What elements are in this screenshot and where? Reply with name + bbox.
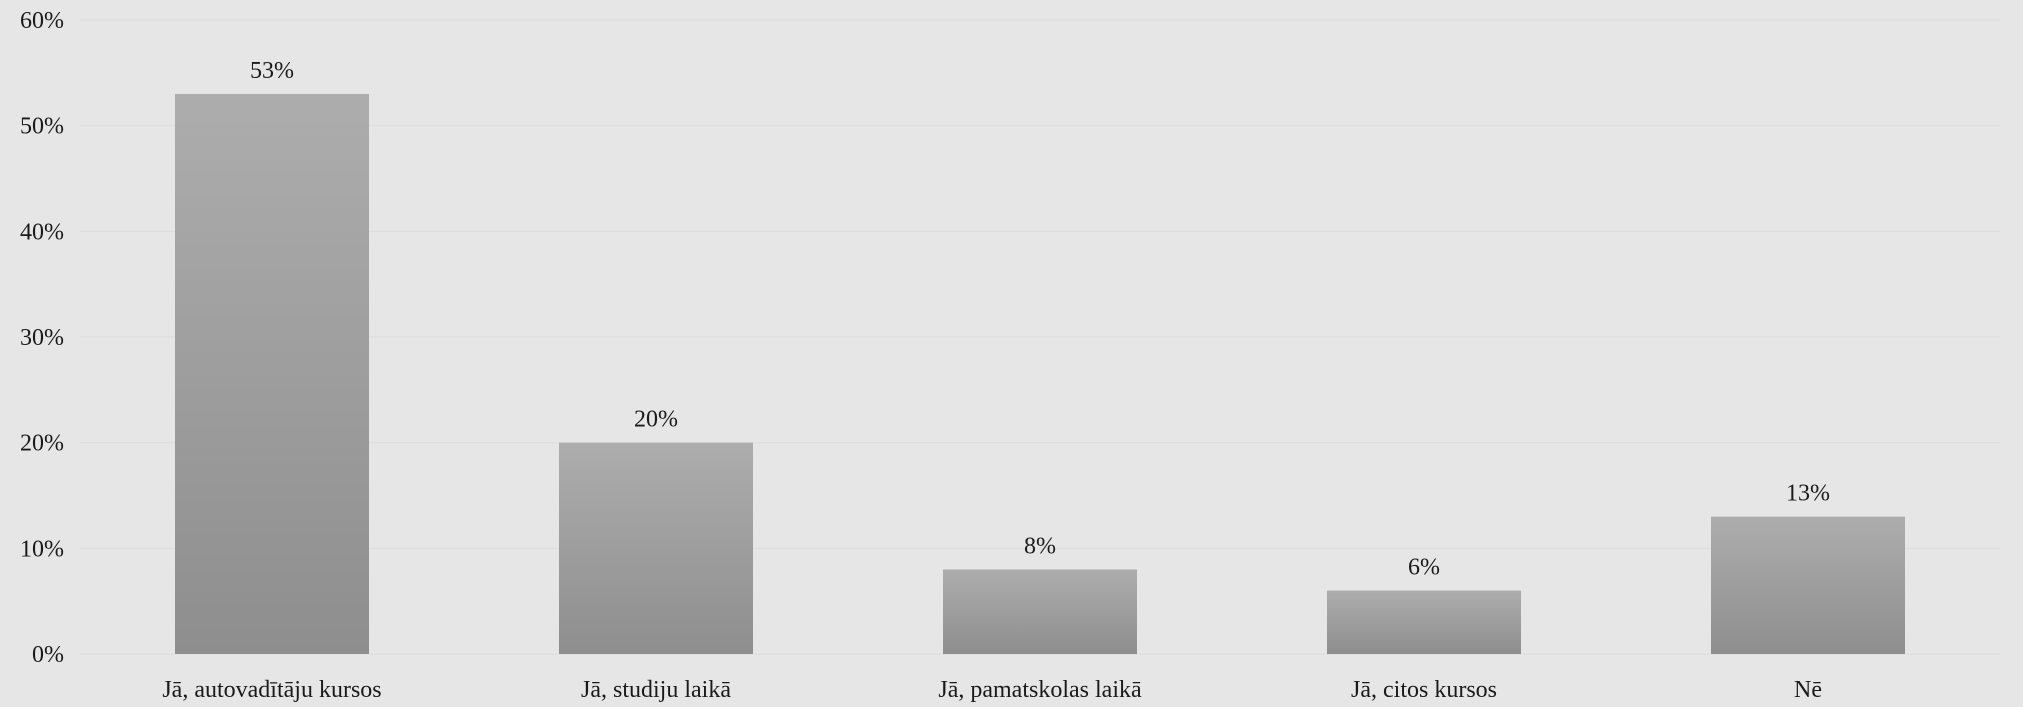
- category-label: Jā, pamatskolas laikā: [938, 677, 1142, 703]
- category-label: Jā, studiju laikā: [581, 677, 731, 703]
- y-tick-label: 20%: [20, 431, 64, 457]
- data-label: 20%: [634, 407, 678, 433]
- data-labels: 53% 20% 8% 6% 13%: [250, 58, 1830, 581]
- category-label: Jā, autovadītāju kursos: [162, 677, 381, 703]
- category-label: Nē: [1794, 677, 1822, 703]
- bar: [175, 93, 369, 654]
- y-tick-label: 60%: [20, 8, 64, 34]
- data-label: 13%: [1786, 481, 1830, 507]
- y-tick-label: 30%: [20, 325, 64, 351]
- y-tick-label: 10%: [20, 536, 64, 562]
- data-label: 8%: [1024, 533, 1056, 559]
- y-tick-label: 40%: [20, 219, 64, 245]
- x-axis-category-labels: Jā, autovadītāju kursos Jā, studiju laikā…: [162, 677, 1822, 703]
- data-label: 6%: [1408, 555, 1440, 581]
- bar: [559, 442, 753, 654]
- data-label: 53%: [250, 58, 294, 84]
- y-axis-tick-labels: 0% 10% 20% 30% 40% 50% 60%: [20, 8, 64, 668]
- bar: [943, 569, 1137, 654]
- y-tick-label: 50%: [20, 114, 64, 140]
- gridlines: [80, 19, 2000, 655]
- bars: [175, 93, 1905, 654]
- bar: [1327, 590, 1521, 654]
- y-tick-label: 0%: [32, 642, 64, 668]
- category-label: Jā, citos kursos: [1351, 677, 1497, 703]
- bar: [1711, 516, 1905, 654]
